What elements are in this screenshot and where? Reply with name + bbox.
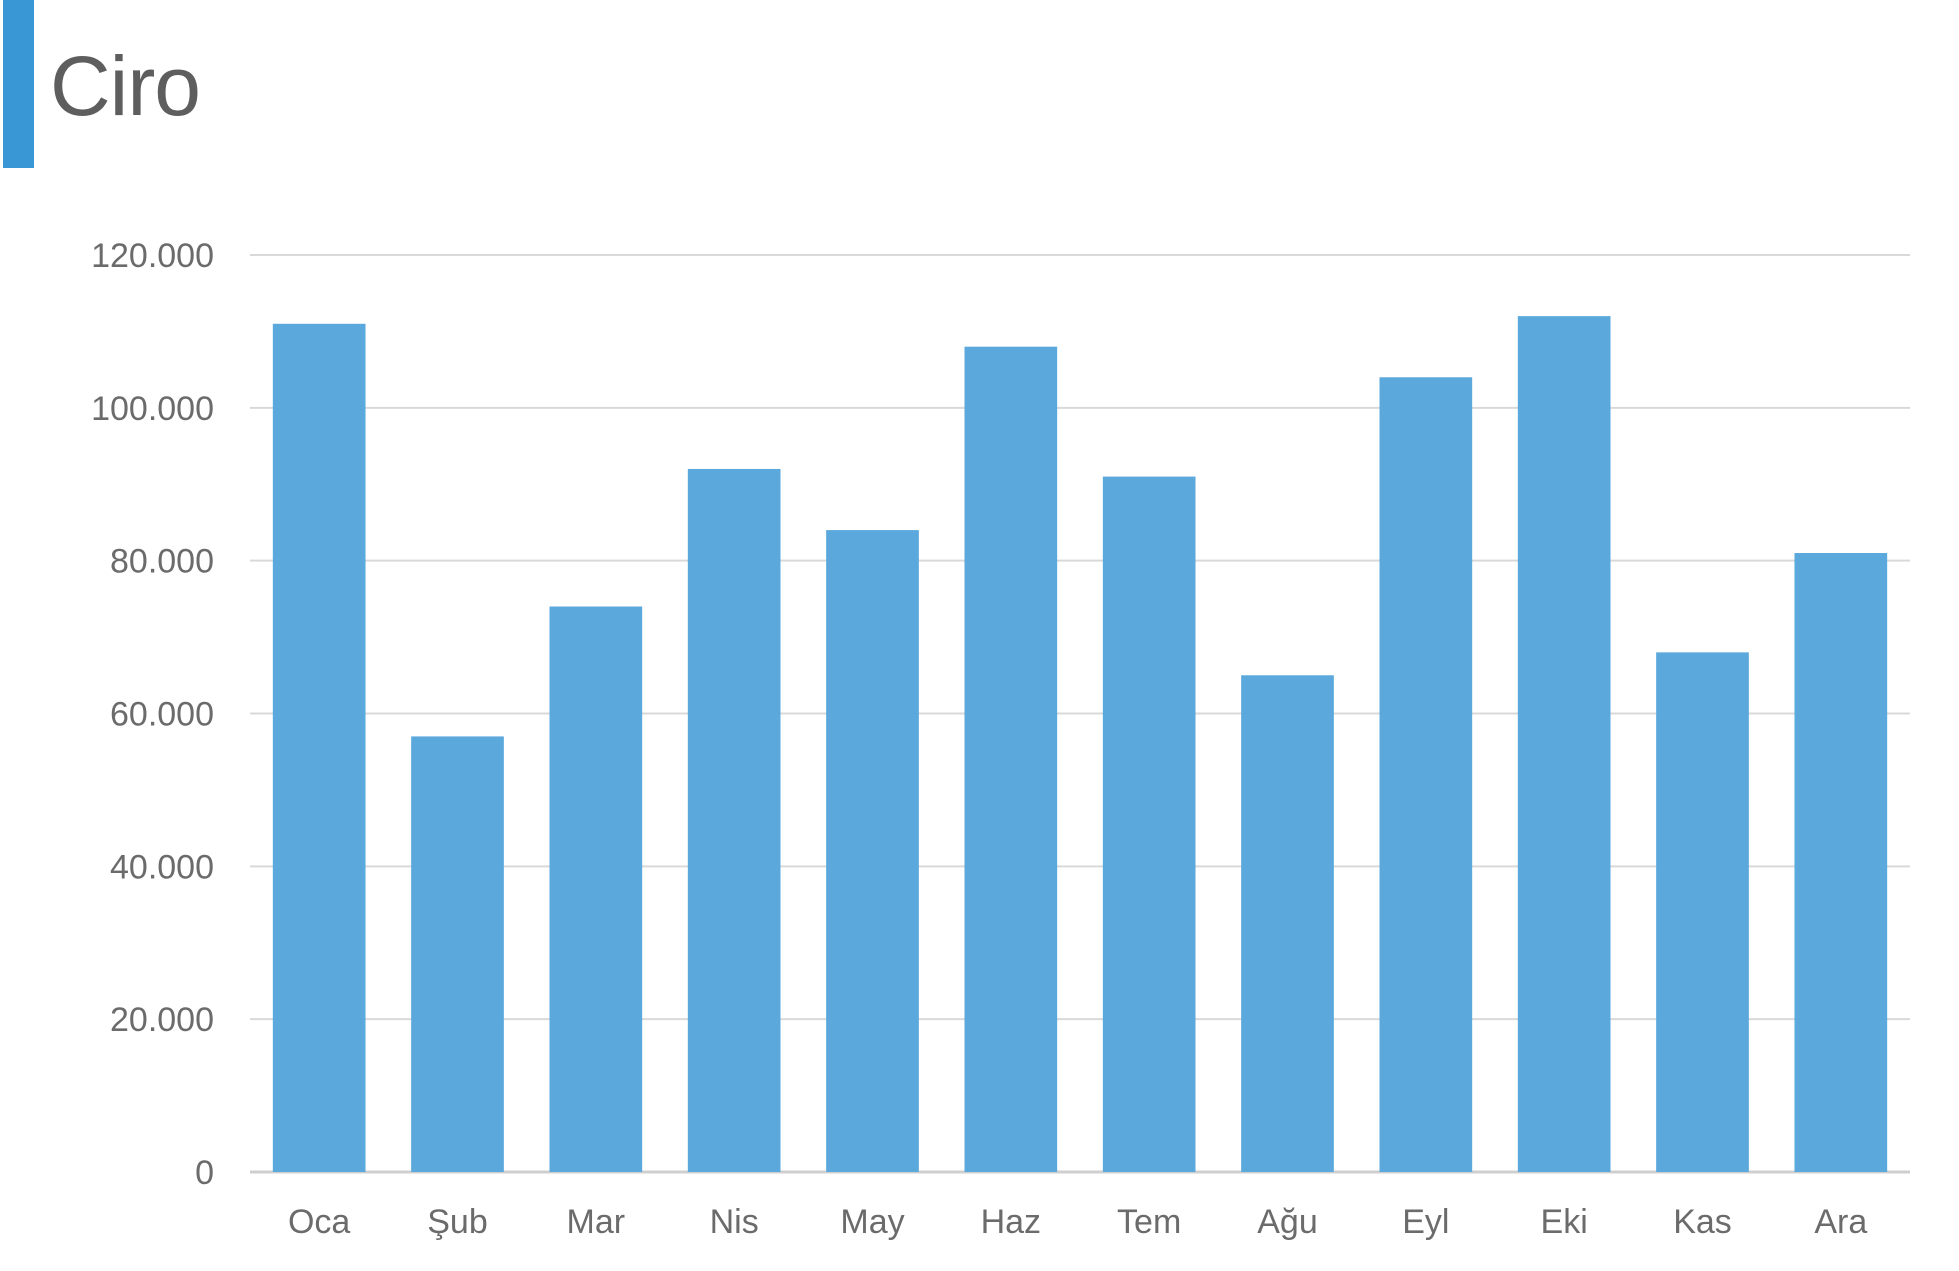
bar: [1517, 316, 1611, 1173]
y-tick-label: 0: [195, 1154, 214, 1192]
bar: [1241, 675, 1334, 1172]
x-tick-label: Eyl: [1402, 1203, 1449, 1241]
y-axis-ticks: 0 20.000 40.000 60.000 80.000 100.000 120.000: [91, 237, 214, 1192]
y-tick-label: 60.000: [110, 696, 214, 734]
bar: [1102, 476, 1196, 1172]
bar: [1656, 652, 1749, 1172]
bar: [411, 736, 504, 1172]
y-tick-label: 120.000: [91, 237, 214, 275]
x-tick-label: Mar: [567, 1203, 626, 1241]
x-tick-label: Kas: [1673, 1203, 1732, 1241]
title-accent-bar: [3, 0, 34, 168]
y-tick-label: 100.000: [91, 390, 214, 428]
x-axis-ticks: Oca Şub Mar Nis May Haz Tem Ağu Eyl Eki Kas Ara: [288, 1203, 1867, 1241]
y-tick-label: 80.000: [110, 543, 214, 581]
x-tick-label: Nis: [710, 1203, 759, 1241]
x-tick-label: Haz: [981, 1203, 1041, 1241]
x-tick-label: Ağu: [1257, 1203, 1318, 1241]
y-tick-label: 40.000: [110, 848, 214, 886]
bar: [1794, 553, 1888, 1172]
x-tick-label: Tem: [1117, 1203, 1181, 1241]
y-tick-label: 20.000: [110, 1001, 214, 1039]
x-tick-label: May: [840, 1203, 904, 1241]
bar: [826, 530, 919, 1172]
x-tick-label: Şub: [427, 1203, 488, 1241]
bars: [272, 316, 1888, 1173]
bar: [687, 468, 781, 1172]
x-tick-label: Eki: [1541, 1203, 1588, 1241]
bar: [1379, 377, 1473, 1172]
x-tick-label: Ara: [1814, 1203, 1867, 1241]
chart-title: Ciro: [50, 39, 201, 133]
grid-layer: [250, 254, 1910, 1174]
bar: [549, 606, 643, 1172]
bar: [964, 346, 1058, 1172]
x-tick-label: Oca: [288, 1203, 350, 1241]
bar: [272, 323, 366, 1172]
